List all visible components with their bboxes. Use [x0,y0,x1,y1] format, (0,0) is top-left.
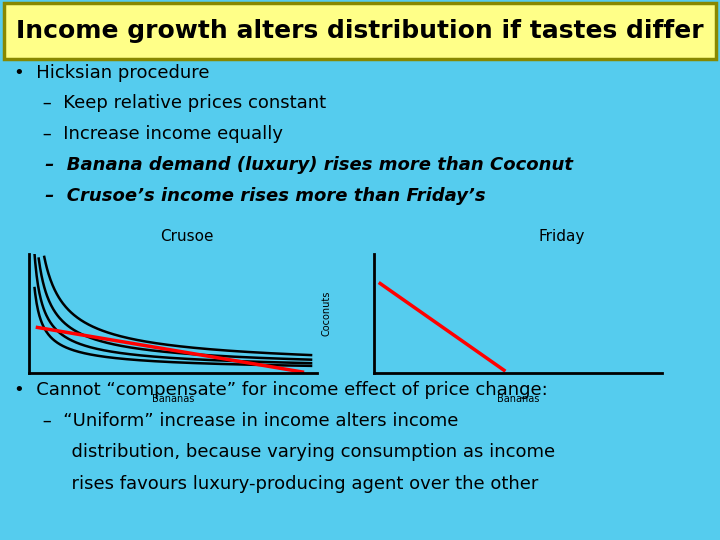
Text: •  Cannot “compensate” for income effect of price change:: • Cannot “compensate” for income effect … [14,381,548,399]
Text: –  Crusoe’s income rises more than Friday’s: – Crusoe’s income rises more than Friday… [14,187,486,205]
Text: rises favours luxury-producing agent over the other: rises favours luxury-producing agent ove… [14,475,539,492]
Text: Bananas: Bananas [498,394,539,404]
Text: •  Hicksian procedure: • Hicksian procedure [14,64,210,82]
Text: Income growth alters distribution if tastes differ: Income growth alters distribution if tas… [16,19,704,43]
Text: distribution, because varying consumption as income: distribution, because varying consumptio… [14,443,556,461]
Text: Crusoe: Crusoe [161,230,214,244]
Text: Bananas: Bananas [152,394,194,404]
Text: Friday: Friday [539,230,585,244]
Text: –  Keep relative prices constant: – Keep relative prices constant [14,94,327,112]
FancyBboxPatch shape [4,3,716,59]
Text: Coconuts: Coconuts [321,291,331,336]
Text: –  Banana demand (luxury) rises more than Coconut: – Banana demand (luxury) rises more than… [14,156,573,174]
Text: –  Increase income equally: – Increase income equally [14,125,284,143]
Text: –  “Uniform” increase in income alters income: – “Uniform” increase in income alters in… [14,412,459,430]
